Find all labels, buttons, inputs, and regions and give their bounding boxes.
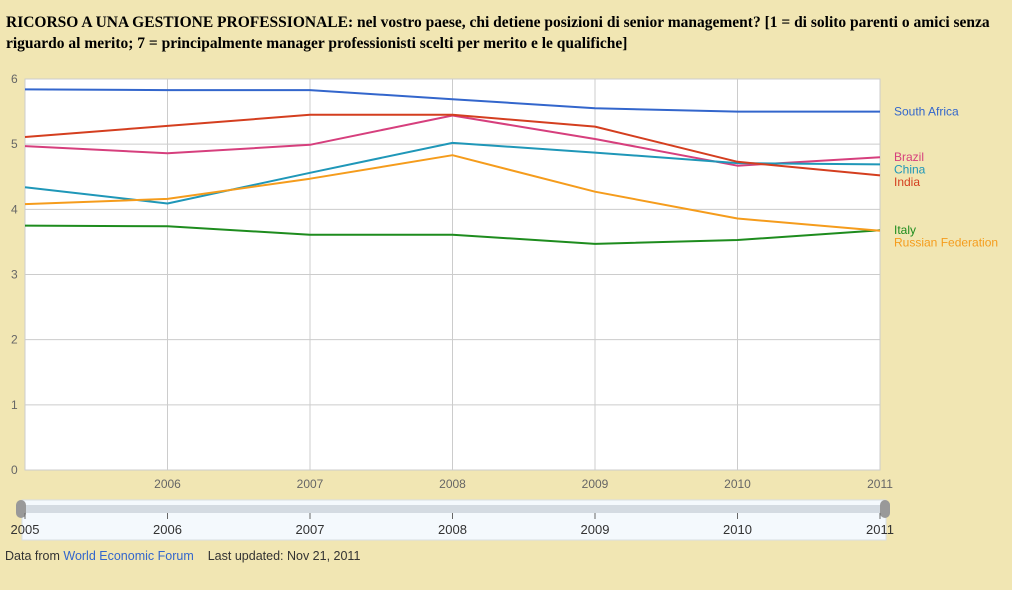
range-selector-axis: 2005 2006 2007 2008 2009 2010 2011: [11, 513, 894, 537]
y-tick-label-0: 0: [11, 463, 18, 477]
series-label-china: China: [894, 163, 926, 177]
range-tick-label-2011: 2011: [866, 522, 894, 537]
series-label-italy: Italy: [894, 223, 916, 237]
range-tick-label-2005: 2005: [11, 522, 40, 537]
series-lines: [24, 88, 881, 245]
y-axis: 0 1 2 3 4 5 6: [11, 72, 18, 477]
source-link[interactable]: World Economic Forum: [63, 549, 194, 563]
x-tick-label-2007: 2007: [297, 477, 324, 491]
y-tick-label-1: 1: [11, 398, 18, 412]
series-label-south-africa: South Africa: [894, 105, 959, 119]
y-tick-label-2: 2: [11, 333, 18, 347]
range-selector-handle-left[interactable]: [16, 500, 26, 518]
chart-title-rest: nel vostro paese, chi detiene posizioni …: [6, 14, 990, 52]
y-tick-label-6: 6: [11, 72, 18, 86]
y-tick-label-5: 5: [11, 137, 18, 151]
range-tick-label-2006: 2006: [153, 522, 182, 537]
gridlines: [25, 79, 880, 470]
y-tick-label-4: 4: [11, 202, 18, 216]
chart-title-bold: RICORSO A UNA GESTIONE PROFESSIONALE:: [6, 14, 354, 31]
series-line-russian-federation: [24, 154, 881, 232]
footer: Data from World Economic Forum Last updat…: [5, 549, 360, 563]
y-tick-label-3: 3: [11, 268, 18, 282]
series-line-italy: [24, 224, 881, 245]
footer-prefix: Data from: [5, 549, 60, 563]
series-line-south-africa: [24, 88, 880, 113]
series-label-india: India: [894, 175, 920, 189]
series-label-brazil: Brazil: [894, 150, 924, 164]
range-selector-bar: [22, 505, 886, 513]
series-label-russian-federation: Russian Federation: [894, 236, 998, 250]
line-chart: 0 1 2 3 4 5 6 2006 2007 2008 2009 2010 2011 South A…: [11, 72, 998, 541]
series-line-china: [24, 141, 881, 205]
range-selector-handle-right[interactable]: [880, 500, 890, 518]
last-updated: Last updated: Nov 21, 2011: [207, 549, 361, 563]
x-axis: 2006 2007 2008 2009 2010 2011: [154, 477, 893, 491]
range-tick-label-2008: 2008: [438, 522, 467, 537]
x-tick-label-2008: 2008: [439, 477, 466, 491]
chart-title: RICORSO A UNA GESTIONE PROFESSIONALE: ne…: [6, 12, 1006, 54]
series-line-india: [24, 113, 881, 177]
range-selector[interactable]: 2005 2006 2007 2008 2009 2010 2011: [11, 499, 894, 541]
x-tick-label-2009: 2009: [582, 477, 609, 491]
range-tick-label-2010: 2010: [723, 522, 752, 537]
x-tick-label-2006: 2006: [154, 477, 181, 491]
range-tick-label-2009: 2009: [581, 522, 610, 537]
x-tick-label-2011: 2011: [867, 477, 893, 491]
x-tick-label-2010: 2010: [724, 477, 751, 491]
range-tick-label-2007: 2007: [296, 522, 325, 537]
